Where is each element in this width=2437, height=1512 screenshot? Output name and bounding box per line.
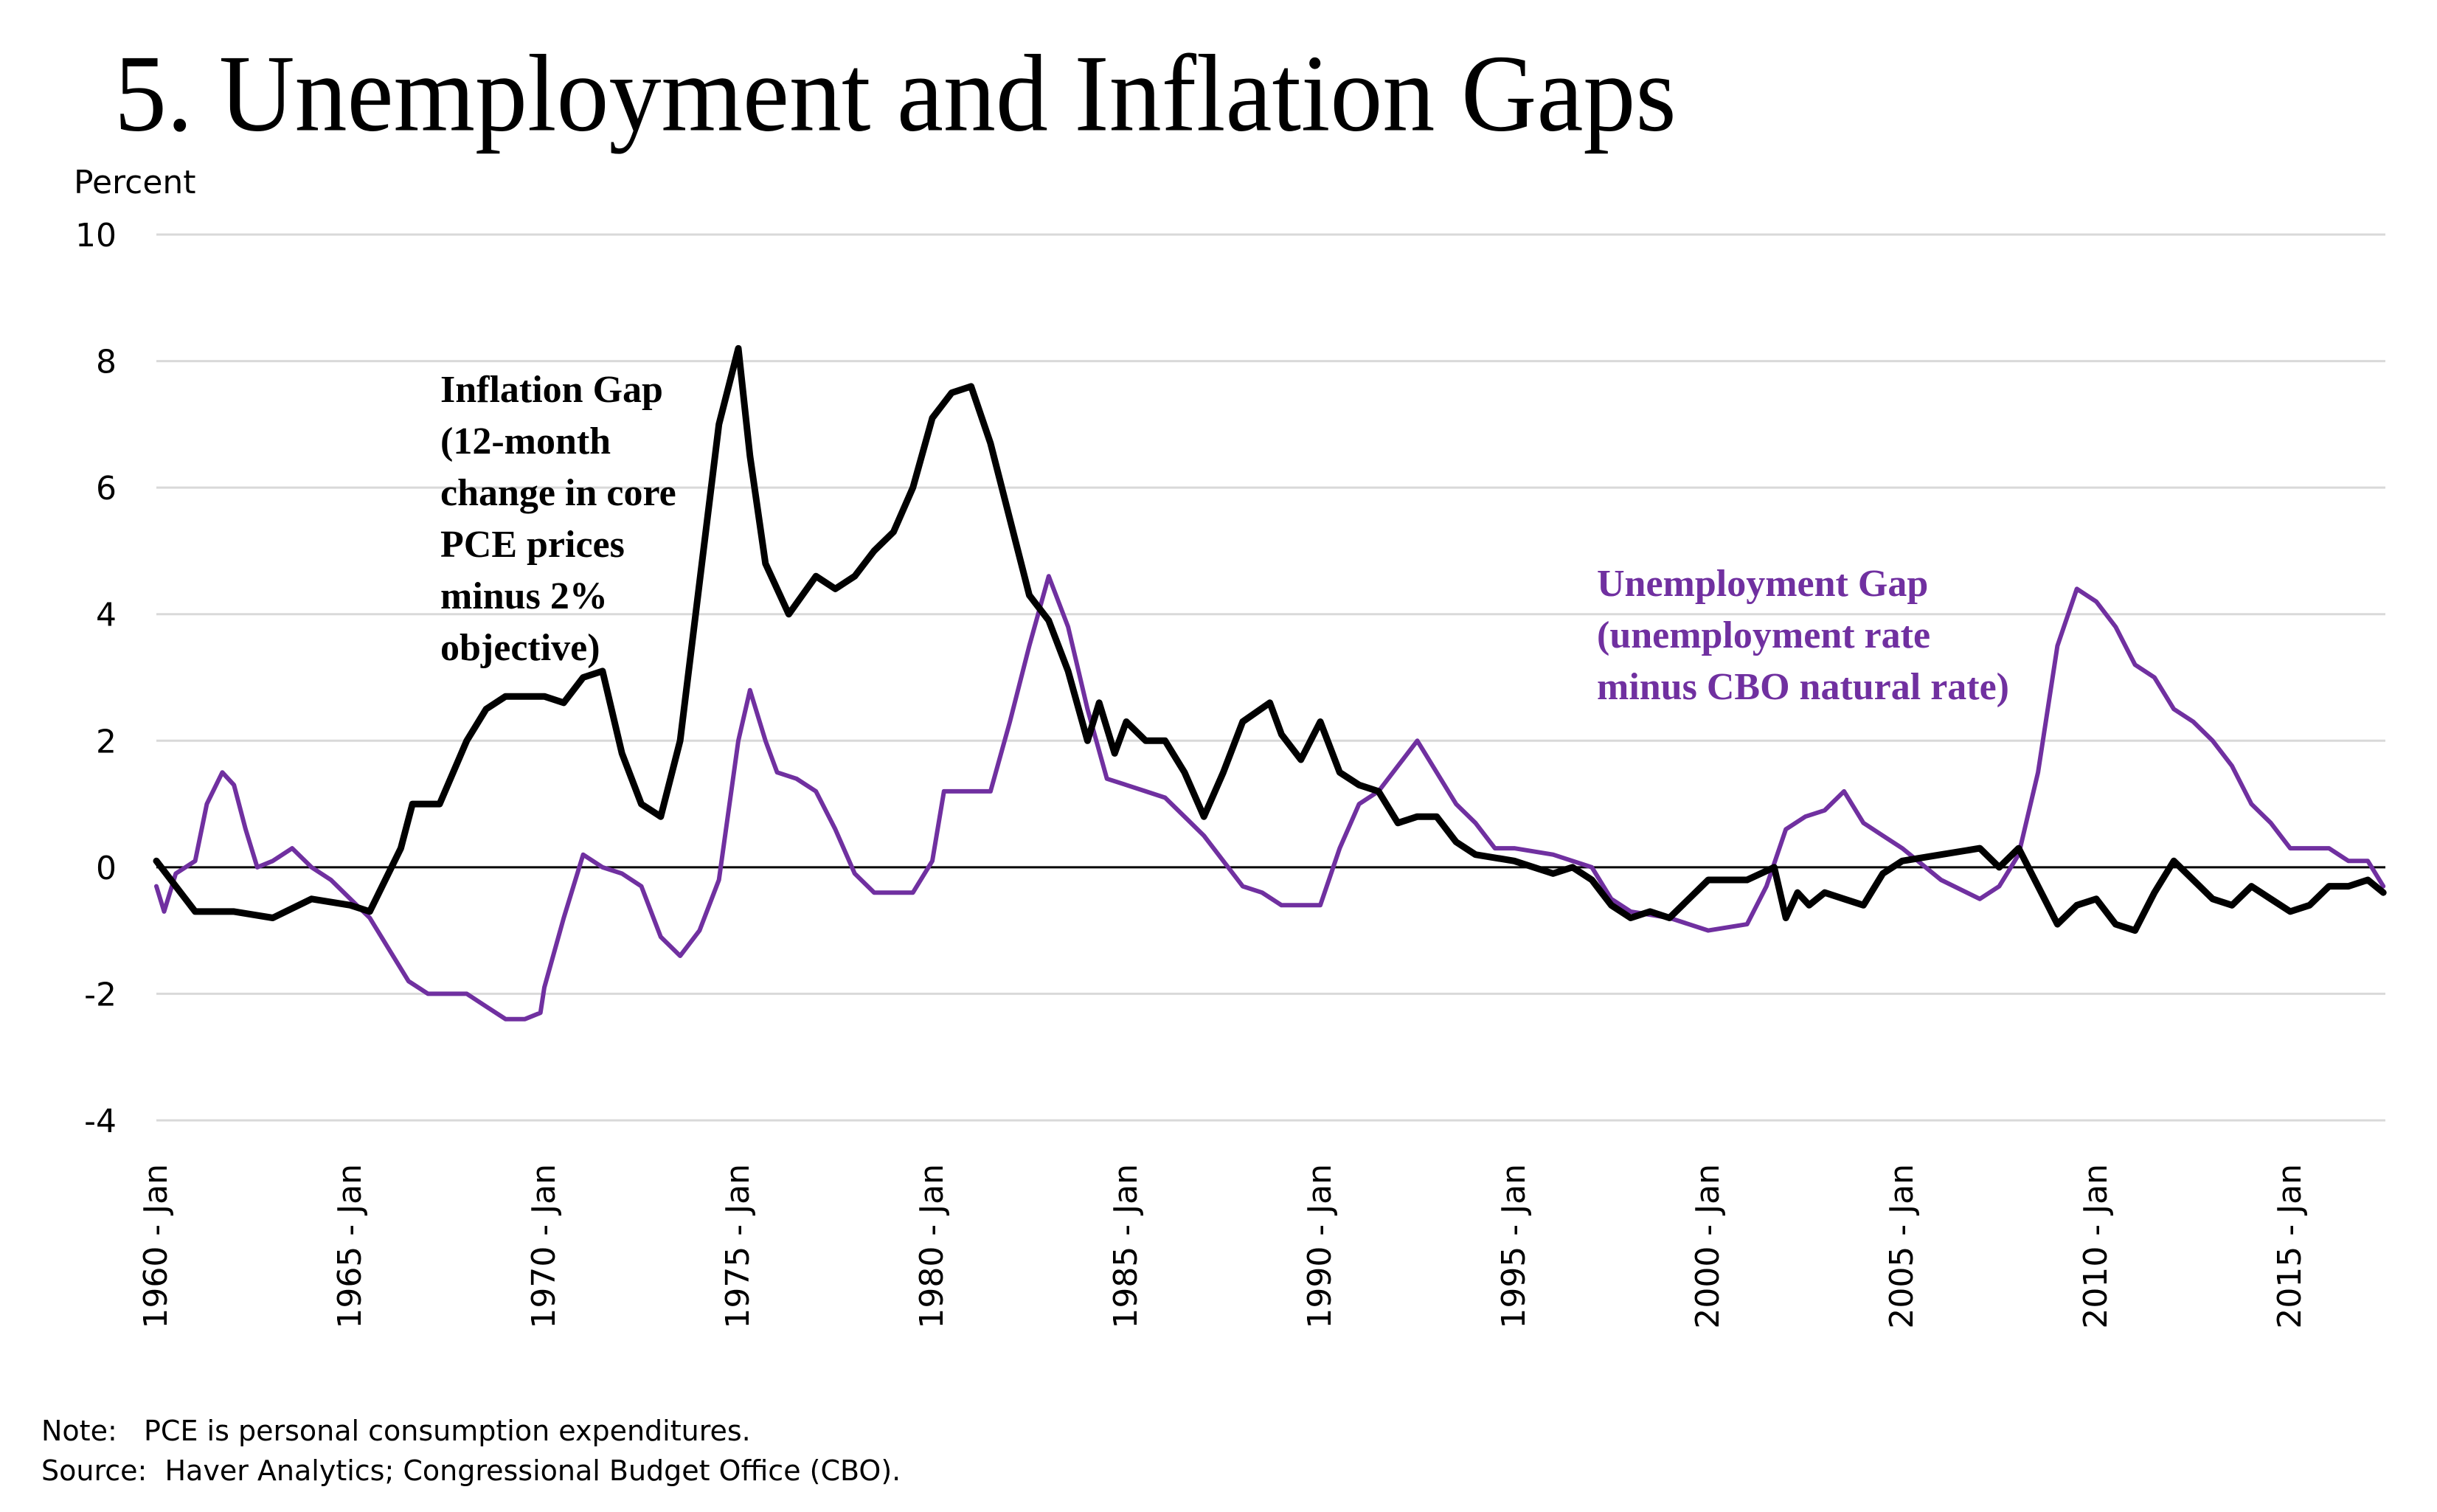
annotation-line: Inflation Gap: [440, 369, 663, 411]
note-text: Note: PCE is personal consumption expend…: [41, 1415, 751, 1447]
x-tick-label: 1990 - Jan: [1301, 1164, 1339, 1329]
y-tick-label: 4: [96, 597, 117, 634]
source-text: Source: Haver Analytics; Congressional B…: [41, 1454, 901, 1487]
x-tick-label: 1975 - Jan: [719, 1164, 757, 1329]
x-tick-label: 1970 - Jan: [525, 1164, 563, 1329]
x-tick-label: 2005 - Jan: [1883, 1164, 1921, 1329]
series-lines: [153, 344, 2387, 1022]
y-tick-label: 0: [96, 850, 117, 887]
chart-title: 5. Unemployment and Inflation Gaps: [114, 32, 1677, 155]
annotation-line: Unemployment Gap: [1597, 563, 1928, 605]
annotation-line: PCE prices: [440, 524, 625, 566]
x-tick-label: 2000 - Jan: [1689, 1164, 1727, 1329]
y-axis-ticks: -4 -2 0 2 4 6 8 10: [75, 217, 117, 1140]
annotation-line: (12-month: [440, 420, 611, 462]
x-tick-label: 1960 - Jan: [137, 1164, 175, 1329]
gridlines: [156, 233, 2385, 1122]
series-line-unemployment: [154, 574, 2386, 1022]
annotation-line: minus 2%: [440, 575, 608, 617]
x-tick-label: 1980 - Jan: [913, 1164, 951, 1329]
annotation-line: change in core: [440, 472, 676, 514]
x-tick-label: 1985 - Jan: [1107, 1164, 1145, 1329]
annotation-line: minus CBO natural rate): [1597, 666, 2009, 708]
y-tick-label: 8: [96, 344, 117, 381]
y-tick-label: 6: [96, 470, 117, 507]
annotation-unemployment-gap: Unemployment Gap (unemployment rate minus …: [1597, 563, 2009, 708]
x-tick-label: 1965 - Jan: [331, 1164, 369, 1329]
series-line-inflation: [153, 344, 2387, 934]
y-tick-label: -2: [84, 976, 117, 1013]
x-axis-ticks: 1960 - Jan 1965 - Jan 1970 - Jan 1975 - Jan…: [137, 1164, 2309, 1329]
y-tick-label: -4: [84, 1103, 117, 1140]
x-tick-label: 2010 - Jan: [2077, 1164, 2115, 1329]
annotation-line: objective): [440, 627, 600, 669]
annotation-line: (unemployment rate: [1597, 614, 1930, 656]
y-tick-label: 10: [75, 217, 117, 254]
y-tick-label: 2: [96, 723, 117, 760]
y-axis-label: Percent: [74, 164, 196, 201]
x-tick-label: 2015 - Jan: [2271, 1164, 2309, 1329]
x-tick-label: 1995 - Jan: [1495, 1164, 1533, 1329]
annotation-inflation-gap: Inflation Gap (12-month change in core PCE …: [440, 369, 676, 669]
